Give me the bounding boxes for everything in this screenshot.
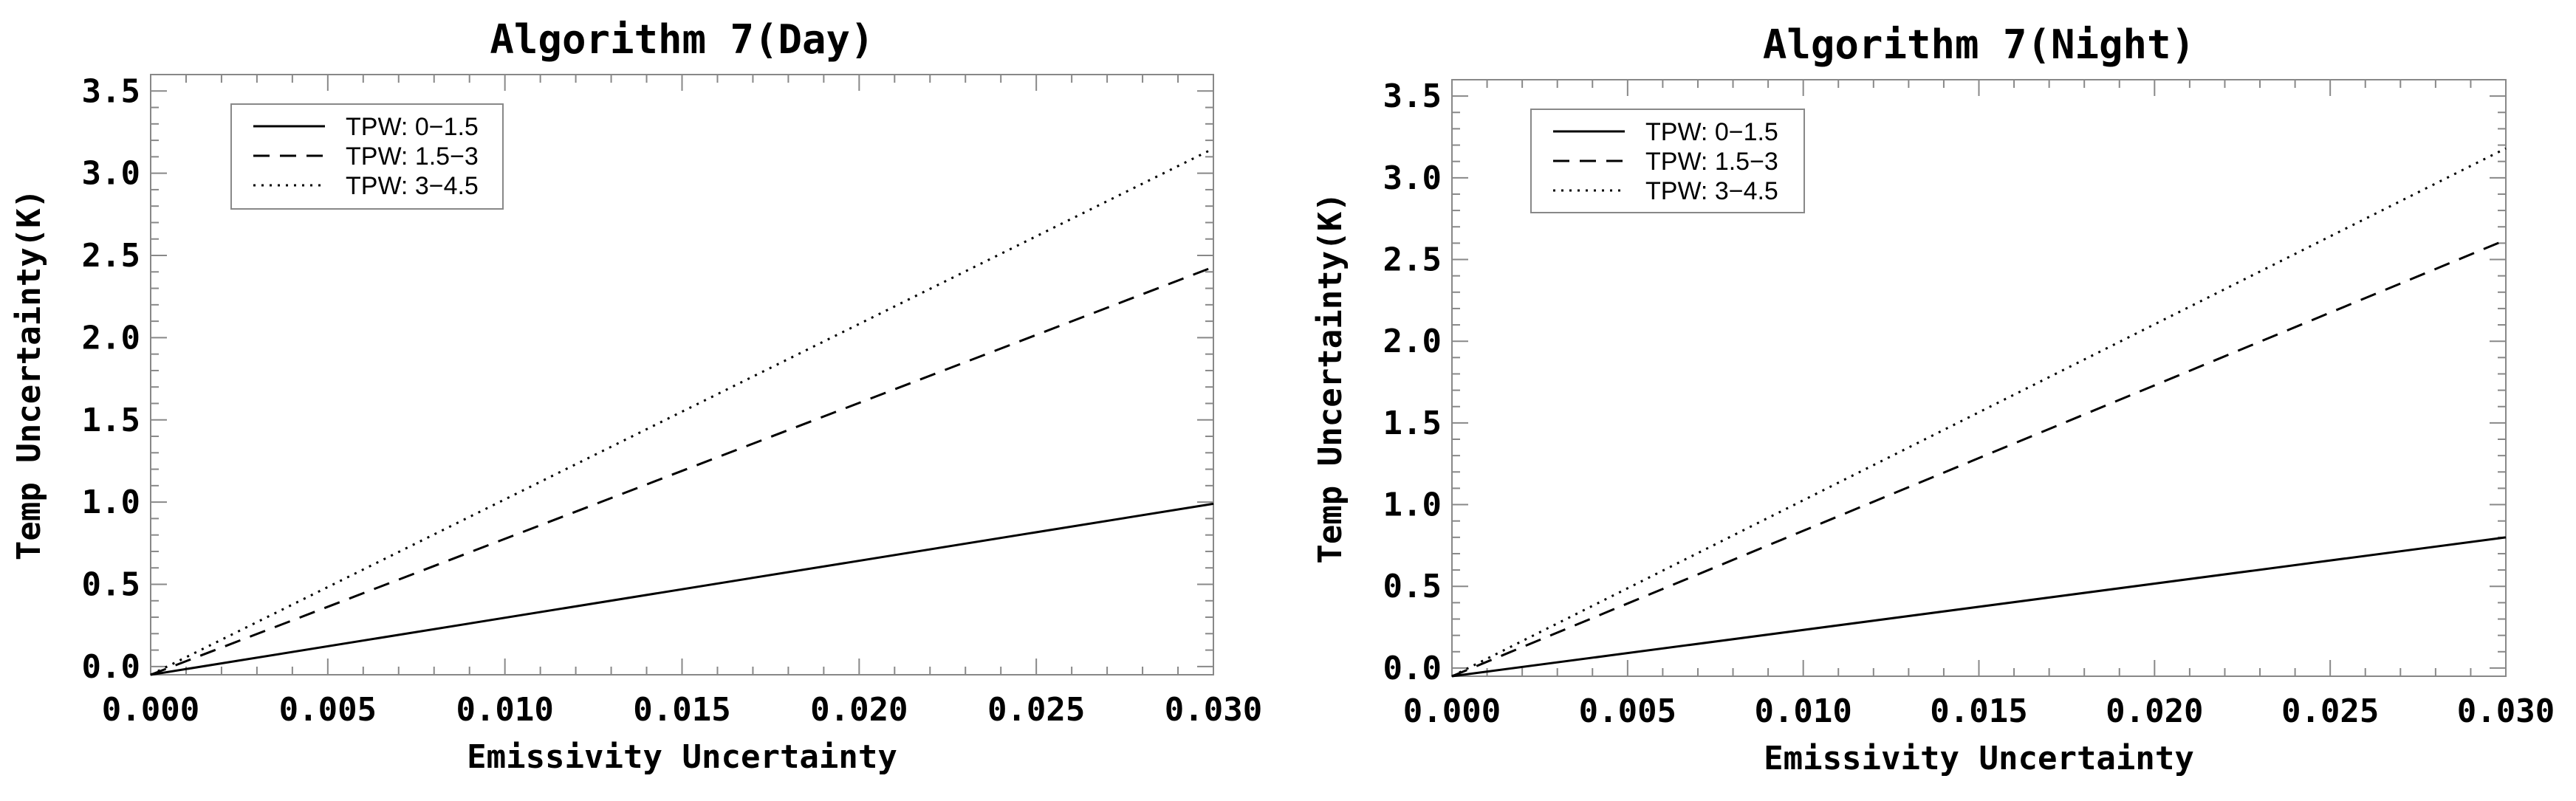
y-tick-label: 0.0 [82,648,140,686]
chart-panel-day: Algorithm 7(Day)0.000 0.005 0.010 0.015 0.02… [10,16,1262,776]
x-tick-label: 0.010 [1754,692,1852,730]
legend-box [1530,109,1805,213]
y-tick-label: 0.0 [1383,650,1442,687]
y-tick-label: 2.0 [1383,323,1442,360]
series-line-dotted [1451,147,2507,678]
y-tick-label: 0.5 [82,565,140,603]
x-tick-label: 0.020 [2106,692,2203,730]
y-tick-label: 3.0 [1383,159,1442,197]
legend-box [230,103,504,210]
x-tick-label: 0.000 [1403,692,1501,730]
x-tick-label: 0.025 [2281,692,2379,730]
x-axis-label: Emissivity Uncertainty [1764,740,2194,777]
y-tick-label: 3.5 [82,72,140,110]
legend-label: TPW: 1.5−3 [1645,148,1778,176]
legend-label: TPW: 0−1.5 [346,113,479,141]
y-tick-label: 0.5 [1383,568,1442,605]
x-tick-label: 0.020 [810,691,908,729]
x-tick-label: 0.005 [279,691,377,729]
legend-label: TPW: 3−4.5 [1645,177,1778,205]
y-tick-label: 1.5 [82,402,140,439]
y-tick-label: 2.5 [82,237,140,275]
x-tick-label: 0.015 [633,691,730,729]
series-line-dashed [1451,238,2507,678]
chart-title: Algorithm 7(Day) [490,16,874,63]
y-tick-label: 2.5 [1383,241,1442,279]
chart-title: Algorithm 7(Night) [1763,21,2195,68]
y-tick-label: 2.0 [82,319,140,357]
x-tick-label: 0.010 [456,691,553,729]
series-line-solid [150,502,1214,676]
series-line-dotted [150,147,1214,676]
legend-label: TPW: 3−4.5 [346,172,479,200]
series-line-dashed [150,266,1214,676]
y-tick-label: 1.5 [1383,405,1442,442]
legend-label: TPW: 0−1.5 [1645,118,1778,146]
x-tick-label: 0.030 [1165,691,1262,729]
y-tick-label: 1.0 [1383,487,1442,524]
y-axis-label: Temp Uncertainty(K) [1312,192,1349,563]
chart-panel-night: Algorithm 7(Night) 0.000 0.005 0.010 0.015 0.… [1312,21,2555,777]
x-axis-label: Emissivity Uncertainty [467,738,897,776]
y-tick-label: 1.0 [82,484,140,521]
x-tick-label: 0.000 [102,691,199,729]
x-tick-label: 0.030 [2457,692,2555,730]
y-tick-label: 3.0 [82,155,140,193]
legend-label: TPW: 1.5−3 [346,142,479,171]
series-line-solid [1451,536,2507,678]
y-tick-label: 3.5 [1383,78,1442,115]
y-axis-label: Temp Uncertainty(K) [10,189,48,560]
x-tick-label: 0.025 [987,691,1085,729]
x-tick-label: 0.015 [1930,692,2027,730]
x-tick-label: 0.005 [1579,692,1676,730]
